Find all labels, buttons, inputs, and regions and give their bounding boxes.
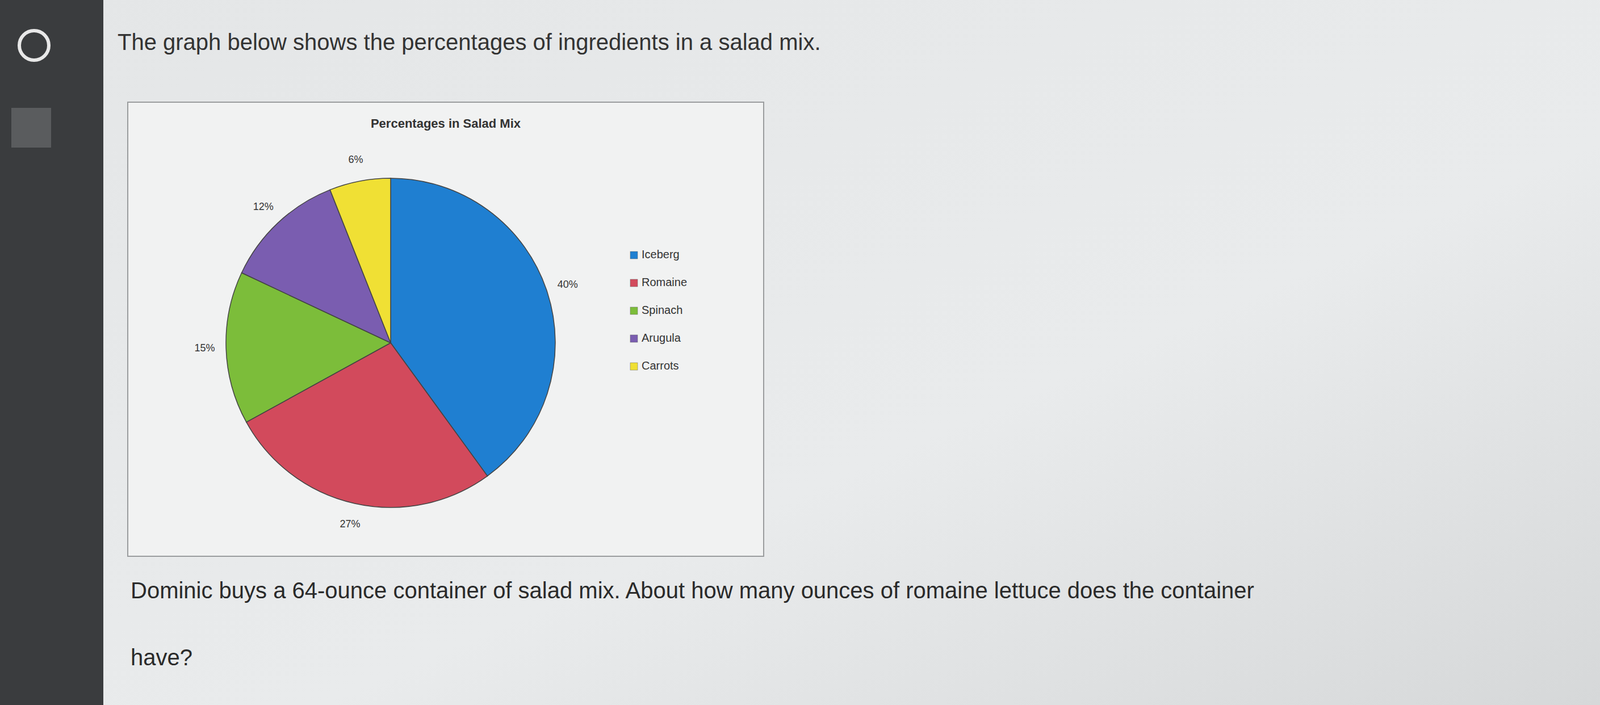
intro: The graph below shows the percentages of… xyxy=(117,29,822,55)
data-label: 27% xyxy=(339,518,360,530)
chart-frame xyxy=(127,102,764,557)
math-icon[interactable] xyxy=(11,107,52,148)
legend-item: Iceberg xyxy=(630,248,680,261)
legend-swatch xyxy=(630,251,638,259)
legend-swatch xyxy=(630,279,638,287)
page: The graph below shows the percentages of… xyxy=(0,0,1600,705)
legend-item: Romaine xyxy=(630,275,688,289)
legend-label: Spinach xyxy=(641,303,683,317)
toolbar xyxy=(0,0,104,705)
audio-icon[interactable] xyxy=(19,30,49,61)
legend-item: Carrots xyxy=(630,359,680,372)
legend-swatch xyxy=(630,362,638,371)
legend-label: Iceberg xyxy=(641,248,680,261)
question: have? xyxy=(130,644,193,670)
data-label: 15% xyxy=(194,342,215,354)
chart-title: Percentages in Salad Mix xyxy=(370,116,522,131)
legend-swatch xyxy=(630,307,638,315)
data-label: 6% xyxy=(348,153,364,166)
legend-label: Carrots xyxy=(641,359,680,372)
pie: 40% 27% 15% 12% 6% xyxy=(194,153,578,530)
slice xyxy=(329,178,391,343)
data-label: 12% xyxy=(253,200,274,213)
question: Dominic buys a 64-ounce container of sal… xyxy=(130,577,1255,603)
data-label: 40% xyxy=(557,278,578,291)
legend: Iceberg Romaine Spinach Arugula Carrots xyxy=(630,248,688,372)
legend-label: Arugula xyxy=(641,331,682,345)
legend-label: Romaine xyxy=(641,275,688,289)
legend-swatch xyxy=(630,334,638,343)
legend-item: Spinach xyxy=(630,303,683,317)
background xyxy=(0,0,1600,705)
legend-item: Arugula xyxy=(630,331,682,345)
